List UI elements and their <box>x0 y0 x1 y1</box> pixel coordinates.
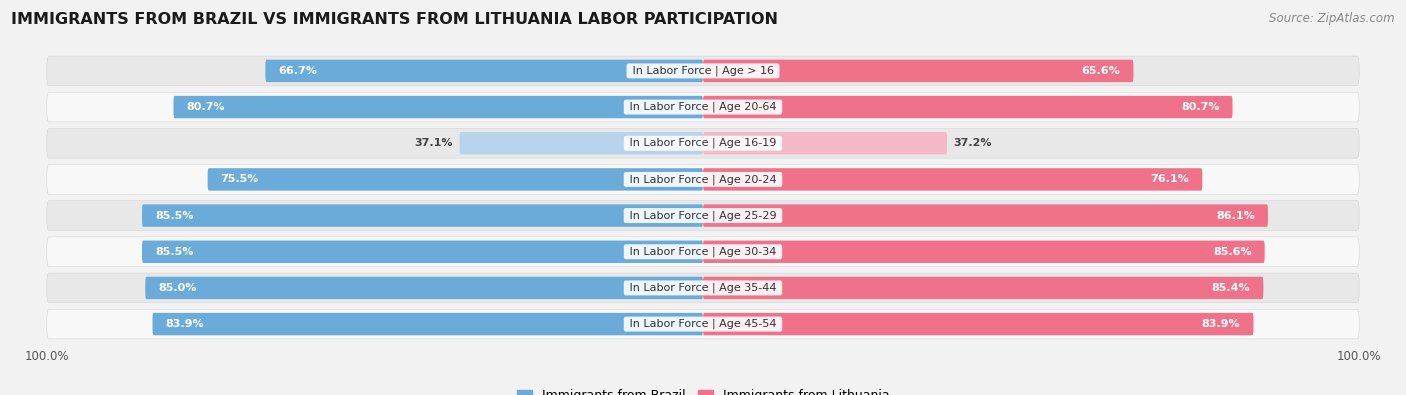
Text: 85.6%: 85.6% <box>1213 247 1251 257</box>
Text: In Labor Force | Age 16-19: In Labor Force | Age 16-19 <box>626 138 780 149</box>
Text: 86.1%: 86.1% <box>1216 211 1254 220</box>
FancyBboxPatch shape <box>703 241 1264 263</box>
FancyBboxPatch shape <box>703 313 1254 335</box>
Text: In Labor Force | Age 20-64: In Labor Force | Age 20-64 <box>626 102 780 112</box>
FancyBboxPatch shape <box>46 309 1360 339</box>
Text: 37.2%: 37.2% <box>953 138 993 148</box>
FancyBboxPatch shape <box>46 56 1360 86</box>
Text: IMMIGRANTS FROM BRAZIL VS IMMIGRANTS FROM LITHUANIA LABOR PARTICIPATION: IMMIGRANTS FROM BRAZIL VS IMMIGRANTS FRO… <box>11 12 779 27</box>
FancyBboxPatch shape <box>152 313 703 335</box>
Text: In Labor Force | Age 35-44: In Labor Force | Age 35-44 <box>626 283 780 293</box>
FancyBboxPatch shape <box>142 241 703 263</box>
FancyBboxPatch shape <box>173 96 703 118</box>
FancyBboxPatch shape <box>266 60 703 82</box>
FancyBboxPatch shape <box>142 204 703 227</box>
FancyBboxPatch shape <box>46 201 1360 230</box>
FancyBboxPatch shape <box>460 132 703 154</box>
Text: 85.5%: 85.5% <box>155 211 194 220</box>
FancyBboxPatch shape <box>46 273 1360 303</box>
Text: 85.0%: 85.0% <box>159 283 197 293</box>
Text: Source: ZipAtlas.com: Source: ZipAtlas.com <box>1270 12 1395 25</box>
Text: 85.4%: 85.4% <box>1212 283 1250 293</box>
FancyBboxPatch shape <box>46 237 1360 267</box>
FancyBboxPatch shape <box>145 277 703 299</box>
FancyBboxPatch shape <box>703 204 1268 227</box>
Text: In Labor Force | Age > 16: In Labor Force | Age > 16 <box>628 66 778 76</box>
FancyBboxPatch shape <box>703 132 948 154</box>
FancyBboxPatch shape <box>46 128 1360 158</box>
Text: 80.7%: 80.7% <box>1181 102 1219 112</box>
Text: 83.9%: 83.9% <box>1202 319 1240 329</box>
FancyBboxPatch shape <box>46 165 1360 194</box>
Text: 83.9%: 83.9% <box>166 319 204 329</box>
Text: In Labor Force | Age 25-29: In Labor Force | Age 25-29 <box>626 210 780 221</box>
Text: 75.5%: 75.5% <box>221 175 259 184</box>
Text: In Labor Force | Age 45-54: In Labor Force | Age 45-54 <box>626 319 780 329</box>
FancyBboxPatch shape <box>46 92 1360 122</box>
Text: 85.5%: 85.5% <box>155 247 194 257</box>
Legend: Immigrants from Brazil, Immigrants from Lithuania: Immigrants from Brazil, Immigrants from … <box>512 384 894 395</box>
FancyBboxPatch shape <box>208 168 703 191</box>
Text: 37.1%: 37.1% <box>415 138 453 148</box>
Text: 66.7%: 66.7% <box>278 66 318 76</box>
FancyBboxPatch shape <box>703 277 1264 299</box>
FancyBboxPatch shape <box>703 168 1202 191</box>
Text: 76.1%: 76.1% <box>1150 175 1189 184</box>
Text: 65.6%: 65.6% <box>1081 66 1121 76</box>
Text: In Labor Force | Age 30-34: In Labor Force | Age 30-34 <box>626 246 780 257</box>
Text: In Labor Force | Age 20-24: In Labor Force | Age 20-24 <box>626 174 780 185</box>
Text: 80.7%: 80.7% <box>187 102 225 112</box>
FancyBboxPatch shape <box>703 60 1133 82</box>
FancyBboxPatch shape <box>703 96 1233 118</box>
